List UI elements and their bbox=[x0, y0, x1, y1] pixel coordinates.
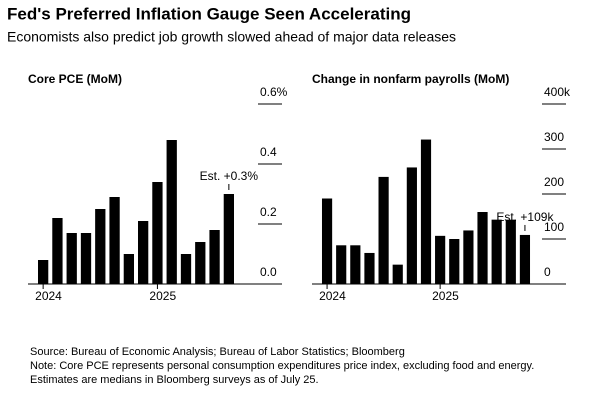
bar bbox=[406, 167, 417, 284]
subtitle: Economists also predict job growth slowe… bbox=[7, 29, 456, 45]
bar bbox=[505, 219, 516, 284]
source: Source: Bureau of Economic Analysis; Bur… bbox=[30, 346, 405, 358]
x-tick-label: 2025 bbox=[149, 289, 176, 303]
bar bbox=[223, 194, 234, 284]
y-tick-label: 0.6% bbox=[260, 85, 288, 99]
y-tick-label: 0.2 bbox=[260, 205, 277, 219]
title: Fed's Preferred Inflation Gauge Seen Acc… bbox=[7, 4, 411, 23]
bar bbox=[321, 198, 333, 284]
bar bbox=[519, 234, 531, 284]
note: Estimates are medians in Bloomberg surve… bbox=[30, 374, 319, 386]
y-tick-label: 0 bbox=[544, 265, 551, 279]
bar bbox=[152, 182, 163, 284]
bar bbox=[435, 235, 446, 284]
bar bbox=[166, 140, 177, 284]
bar bbox=[80, 233, 92, 284]
y-tick-label: 0.0 bbox=[260, 265, 277, 279]
chart-title: Change in nonfarm payrolls (MoM) bbox=[312, 72, 509, 86]
bar bbox=[463, 230, 474, 284]
bar bbox=[66, 233, 77, 284]
bar bbox=[477, 212, 488, 284]
x-tick-label: 2025 bbox=[432, 289, 459, 303]
x-tick-label: 2024 bbox=[319, 289, 346, 303]
bar bbox=[138, 221, 149, 284]
x-tick-label: 2024 bbox=[35, 289, 62, 303]
bar bbox=[449, 239, 460, 284]
bar bbox=[195, 242, 206, 284]
bar bbox=[209, 230, 220, 284]
y-tick-label: 100 bbox=[544, 220, 564, 234]
bar bbox=[180, 254, 192, 284]
bar bbox=[123, 254, 134, 284]
bar bbox=[350, 245, 361, 284]
note: Note: Core PCE represents personal consu… bbox=[30, 360, 534, 372]
bar bbox=[392, 264, 403, 284]
bar bbox=[52, 218, 63, 284]
bar bbox=[491, 219, 502, 284]
y-tick-label: 200 bbox=[544, 175, 564, 189]
bar bbox=[378, 176, 389, 284]
bar bbox=[336, 245, 347, 284]
y-tick-label: 300 bbox=[544, 130, 564, 144]
bar bbox=[364, 252, 375, 284]
y-tick-label: 400k bbox=[544, 85, 571, 99]
bar bbox=[95, 209, 106, 284]
bar bbox=[420, 139, 432, 284]
annotation: Est. +0.3% bbox=[200, 169, 259, 183]
bar bbox=[38, 260, 49, 284]
y-tick-label: 0.4 bbox=[260, 145, 277, 159]
annotation: Est. +109k bbox=[496, 210, 554, 224]
chart-title: Core PCE (MoM) bbox=[28, 72, 122, 86]
bar bbox=[109, 197, 120, 284]
